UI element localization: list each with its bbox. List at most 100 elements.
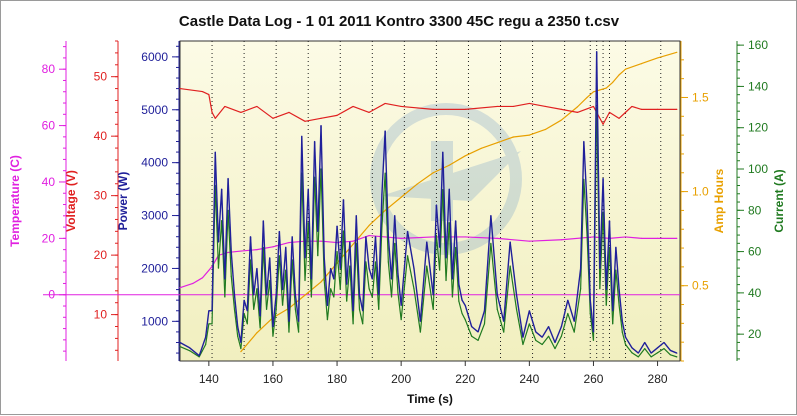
point-power-73 bbox=[445, 257, 447, 259]
segment-voltage-10 bbox=[304, 117, 322, 122]
segment-temperature-20 bbox=[529, 239, 562, 242]
point-power-30 bbox=[291, 236, 293, 238]
segment-current-55 bbox=[371, 261, 377, 298]
point-power-72 bbox=[442, 151, 444, 153]
point-current-22 bbox=[265, 308, 268, 310]
segment-current-12 bbox=[233, 309, 239, 337]
segment-amp-hours-15 bbox=[481, 142, 498, 149]
point-voltage-29 bbox=[624, 111, 627, 113]
segment-temperature-2 bbox=[201, 266, 213, 279]
segment-power-52 bbox=[361, 236, 367, 311]
point-current-81 bbox=[477, 339, 479, 341]
point-current-26 bbox=[278, 255, 280, 257]
point-power-54 bbox=[368, 267, 370, 270]
point-current-85 bbox=[503, 331, 505, 333]
segment-current-95 bbox=[567, 313, 575, 333]
point-power-33 bbox=[301, 135, 303, 137]
segment-current-30 bbox=[291, 259, 296, 310]
point-current-24 bbox=[272, 335, 274, 337]
point-power-49 bbox=[352, 310, 354, 312]
point-power-114 bbox=[644, 341, 646, 344]
segment-current-45 bbox=[339, 230, 345, 289]
point-power-0 bbox=[179, 341, 181, 344]
point-temperature-21 bbox=[560, 239, 563, 241]
segment-current-28 bbox=[285, 270, 290, 333]
segment-current-75 bbox=[451, 247, 457, 298]
point-current-112 bbox=[631, 352, 633, 354]
point-power-58 bbox=[381, 193, 383, 195]
point-power-99 bbox=[586, 204, 588, 206]
point-power-87 bbox=[515, 294, 518, 296]
segment-power-92 bbox=[547, 326, 556, 343]
segment-power-67 bbox=[419, 241, 428, 322]
segment-current-94 bbox=[560, 313, 569, 337]
point-power-100 bbox=[589, 299, 591, 301]
segment-power-78 bbox=[461, 299, 466, 306]
point-power-44 bbox=[336, 225, 338, 227]
point-amp-hours-31 bbox=[676, 51, 678, 53]
segment-power-82 bbox=[483, 215, 492, 311]
segment-current-112 bbox=[631, 352, 639, 358]
point-temperature-0 bbox=[179, 287, 181, 289]
point-power-13 bbox=[237, 326, 239, 328]
segment-current-87 bbox=[515, 309, 524, 345]
segment-power-84 bbox=[496, 294, 505, 322]
segment-voltage-15 bbox=[385, 102, 402, 108]
point-power-22 bbox=[265, 294, 268, 296]
current-axis: 20 40 60 80 100 120 140 160 Current (A) bbox=[736, 38, 786, 361]
point-current-10 bbox=[227, 209, 229, 211]
segment-amp-hours-18 bbox=[529, 128, 546, 136]
point-current-84 bbox=[496, 308, 498, 310]
point-power-37 bbox=[314, 140, 316, 143]
point-current-39 bbox=[320, 168, 322, 170]
point-voltage-4 bbox=[214, 117, 216, 119]
segment-power-20 bbox=[259, 220, 265, 317]
segment-current-60 bbox=[387, 261, 393, 298]
segment-current-109 bbox=[618, 305, 623, 333]
segment-current-25 bbox=[275, 255, 280, 310]
point-current-32 bbox=[297, 331, 300, 333]
segment-amp-hours-27 bbox=[618, 68, 626, 76]
segment-temperature-8 bbox=[272, 242, 290, 248]
point-temperature-7 bbox=[256, 249, 258, 251]
segment-amp-hours-14 bbox=[465, 147, 482, 157]
segment-current-39 bbox=[320, 168, 325, 281]
point-current-43 bbox=[333, 296, 335, 298]
point-current-69 bbox=[432, 308, 434, 310]
segment-power-83 bbox=[490, 215, 499, 295]
point-power-71 bbox=[439, 246, 441, 248]
segment-power-39 bbox=[320, 125, 325, 258]
segment-current-117 bbox=[663, 348, 671, 356]
point-voltage-30 bbox=[631, 105, 633, 108]
point-current-16 bbox=[246, 323, 248, 325]
point-current-59 bbox=[384, 172, 386, 174]
point-power-70 bbox=[435, 204, 438, 206]
power-axis: 1000 2000 3000 4000 5000 6000 Power (W) bbox=[116, 41, 180, 361]
point-amp-hours-13 bbox=[448, 164, 450, 166]
segment-current-81 bbox=[477, 323, 486, 341]
point-current-38 bbox=[317, 255, 319, 257]
segment-power-111 bbox=[624, 336, 633, 349]
point-current-67 bbox=[419, 331, 421, 333]
segment-power-0 bbox=[179, 341, 190, 349]
segment-temperature-18 bbox=[465, 236, 498, 239]
point-amp-hours-10 bbox=[400, 196, 402, 198]
point-amp-hours-17 bbox=[512, 136, 514, 138]
segment-current-111 bbox=[625, 344, 633, 354]
segment-current-105 bbox=[605, 247, 611, 306]
segment-current-2 bbox=[198, 344, 207, 358]
point-current-3 bbox=[205, 343, 207, 346]
point-power-66 bbox=[413, 267, 415, 270]
point-power-23 bbox=[269, 257, 271, 259]
point-power-76 bbox=[455, 220, 457, 222]
segment-voltage-22 bbox=[545, 105, 562, 110]
segment-voltage-7 bbox=[256, 105, 274, 119]
segment-power-48 bbox=[349, 241, 354, 311]
point-current-82 bbox=[483, 323, 486, 325]
segment-current-88 bbox=[522, 323, 530, 345]
segment-current-3 bbox=[205, 323, 210, 345]
point-current-62 bbox=[394, 242, 396, 244]
point-current-103 bbox=[599, 288, 601, 290]
